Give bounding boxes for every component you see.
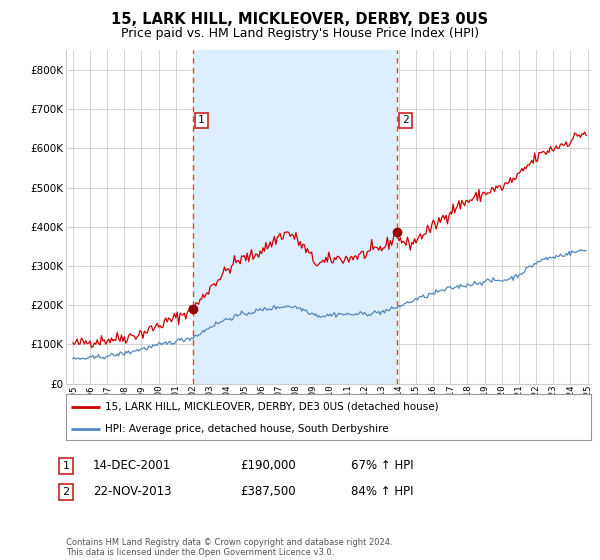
Text: 2: 2 bbox=[62, 487, 70, 497]
Text: 84% ↑ HPI: 84% ↑ HPI bbox=[351, 485, 413, 498]
Text: 15, LARK HILL, MICKLEOVER, DERBY, DE3 0US (detached house): 15, LARK HILL, MICKLEOVER, DERBY, DE3 0U… bbox=[106, 402, 439, 412]
Text: 22-NOV-2013: 22-NOV-2013 bbox=[93, 485, 172, 498]
Text: Price paid vs. HM Land Registry's House Price Index (HPI): Price paid vs. HM Land Registry's House … bbox=[121, 27, 479, 40]
Text: £190,000: £190,000 bbox=[240, 459, 296, 473]
Bar bbox=[193, 50, 397, 384]
Text: HPI: Average price, detached house, South Derbyshire: HPI: Average price, detached house, Sout… bbox=[106, 424, 389, 435]
Text: Contains HM Land Registry data © Crown copyright and database right 2024.
This d: Contains HM Land Registry data © Crown c… bbox=[66, 538, 392, 557]
Text: 67% ↑ HPI: 67% ↑ HPI bbox=[351, 459, 413, 473]
Text: 2: 2 bbox=[402, 115, 409, 125]
Text: 15, LARK HILL, MICKLEOVER, DERBY, DE3 0US: 15, LARK HILL, MICKLEOVER, DERBY, DE3 0U… bbox=[112, 12, 488, 27]
Text: 1: 1 bbox=[62, 461, 70, 471]
Text: 1: 1 bbox=[198, 115, 205, 125]
Text: £387,500: £387,500 bbox=[240, 485, 296, 498]
Text: 14-DEC-2001: 14-DEC-2001 bbox=[93, 459, 171, 473]
